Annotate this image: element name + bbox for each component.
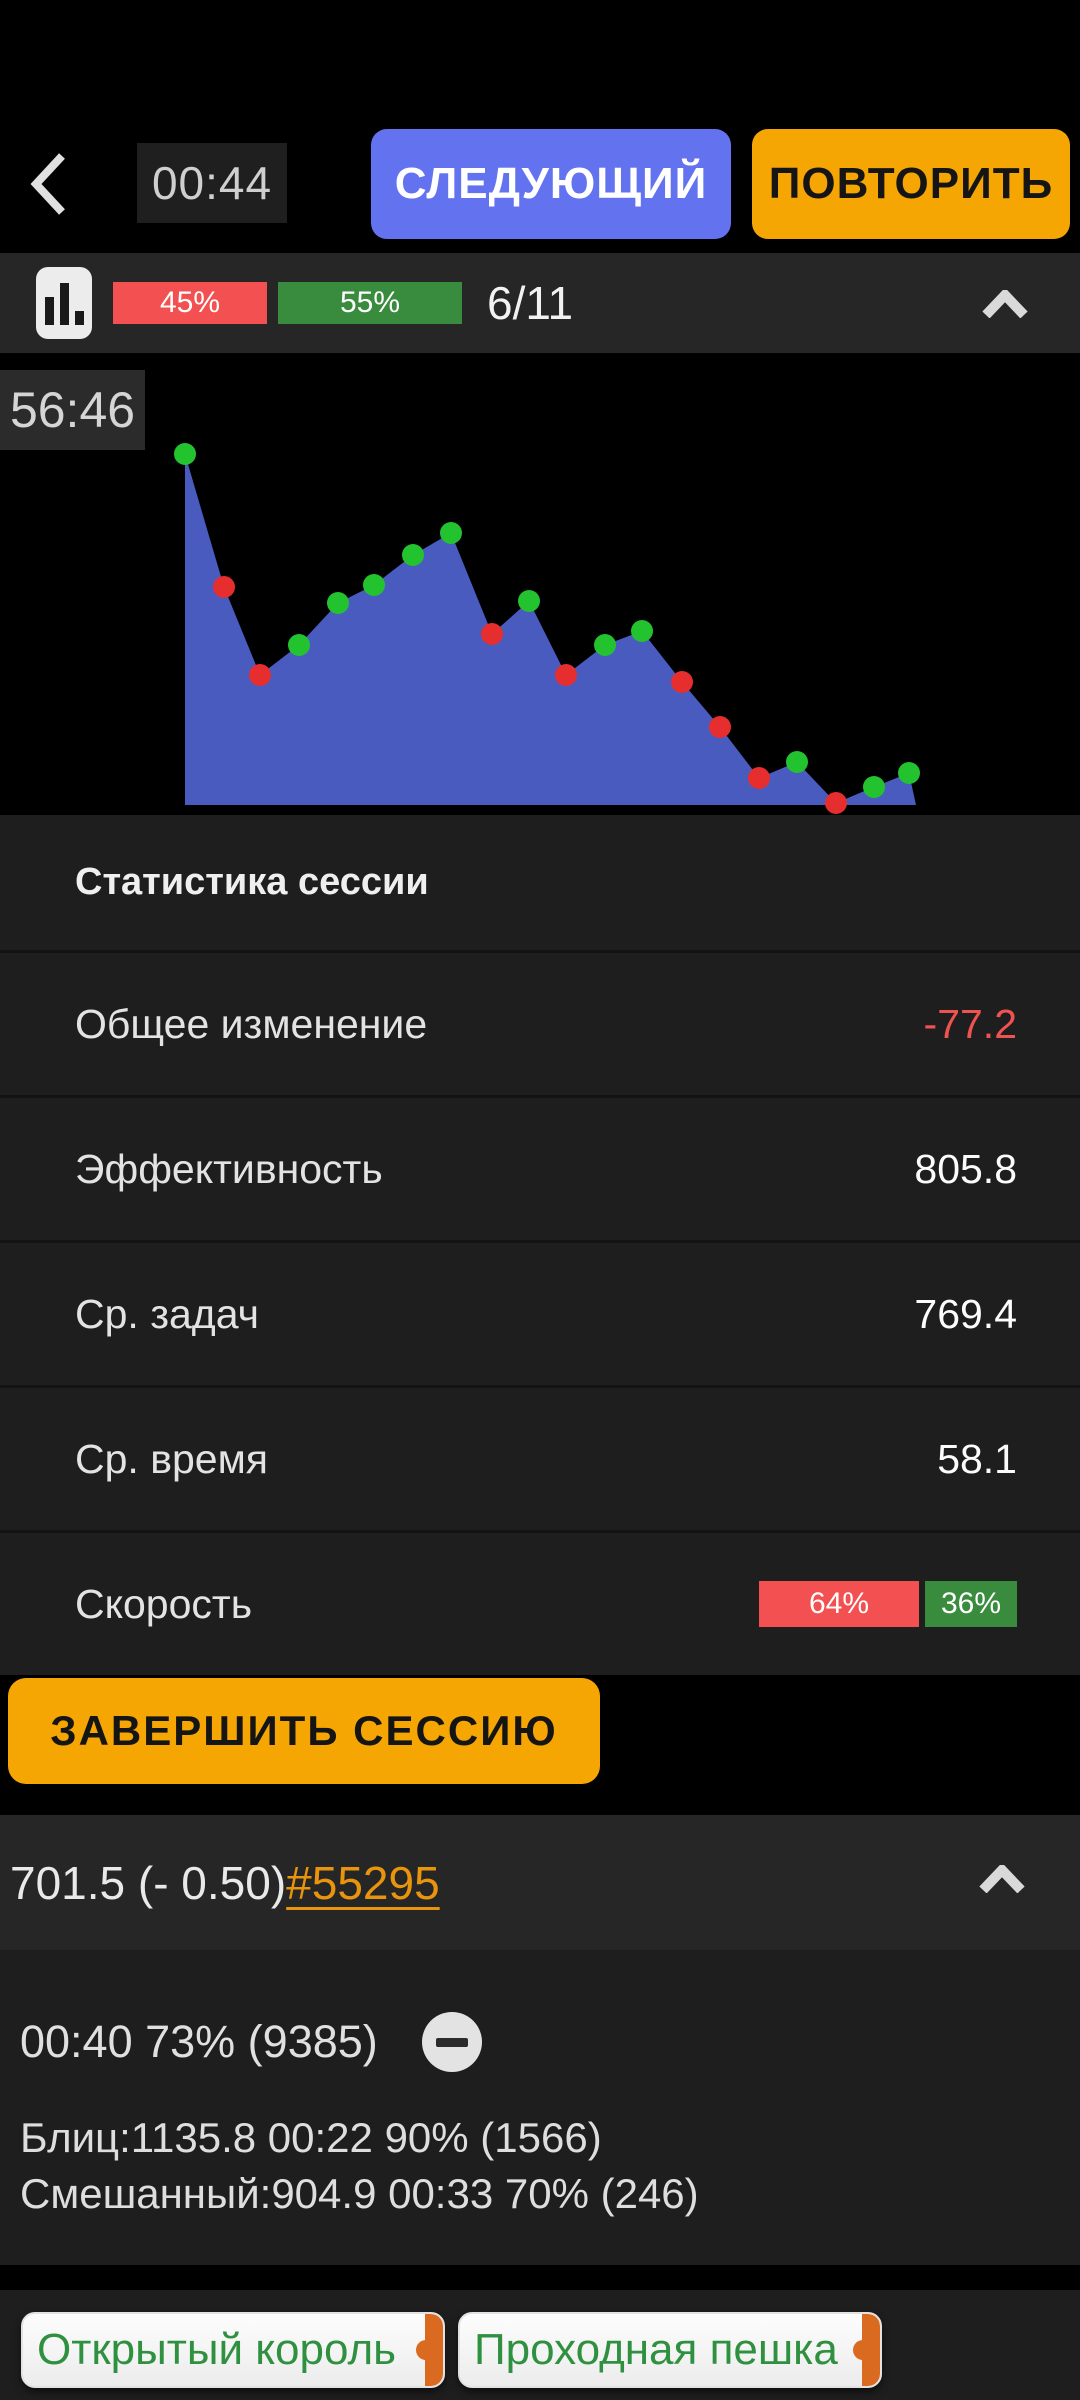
bar-chart-icon-bar xyxy=(44,297,54,325)
chart-point-win xyxy=(863,776,885,798)
chart-point-win xyxy=(174,443,196,465)
puzzle-rating-value: 701.5 (- 0.50) xyxy=(10,1856,287,1909)
puzzle-current-stats: 00:40 73% (9385) xyxy=(20,2016,378,2067)
speed-fail-value: 64% xyxy=(808,1587,870,1620)
chart-area xyxy=(185,454,916,805)
tag-bookmark-icon xyxy=(853,2314,880,2386)
chart-point-win xyxy=(440,522,462,544)
chart-point-fail xyxy=(249,664,271,686)
chevron-up-icon xyxy=(979,1865,1025,1893)
repeat-button-label: ПОВТОРИТЬ xyxy=(768,159,1054,208)
tag-label: Открытый король xyxy=(37,2325,397,2374)
chart-point-fail xyxy=(825,792,847,814)
puzzle-mixed-stats: Смешанный:904.9 00:33 70% (246) xyxy=(20,2170,699,2217)
puzzle-timer: 00:44 xyxy=(137,143,287,223)
chart-point-win xyxy=(363,574,385,596)
speed-percent-bars: 64% 36% xyxy=(759,1581,1017,1627)
session-stats-panel: Статистика сессии Общее изменение -77.2 … xyxy=(0,815,1080,1675)
minus-icon xyxy=(435,2037,468,2047)
puzzle-details-panel: 00:40 73% (9385) Блиц:1135.8 00:22 90% (… xyxy=(0,1950,1080,2265)
stat-value: 58.1 xyxy=(937,1435,1017,1482)
rating-chart-section: 56:46 xyxy=(0,353,1080,815)
back-chevron-icon xyxy=(30,153,65,215)
tag-bookmark-icon xyxy=(416,2314,443,2386)
chart-point-win xyxy=(518,590,540,612)
session-stats-title: Статистика сессии xyxy=(75,861,429,903)
back-button[interactable] xyxy=(24,149,72,219)
collapse-puzzle-button[interactable] xyxy=(979,1865,1025,1893)
stat-value: 769.4 xyxy=(914,1290,1017,1337)
repeat-button[interactable]: ПОВТОРИТЬ xyxy=(752,129,1070,239)
chart-point-win xyxy=(288,634,310,656)
chart-point-fail xyxy=(709,716,731,738)
finish-session-button[interactable]: ЗАВЕРШИТЬ СЕССИЮ xyxy=(8,1678,600,1784)
collapse-stats-button[interactable] xyxy=(982,290,1028,318)
stat-value: 805.8 xyxy=(914,1145,1017,1192)
next-button-label: СЛЕДУЮЩИЙ xyxy=(394,159,708,208)
chart-point-fail xyxy=(481,623,503,645)
puzzle-blitz-stats: Блиц:1135.8 00:22 90% (1566) xyxy=(20,2114,602,2161)
fail-percent-value: 45% xyxy=(159,286,221,319)
speed-win-badge: 36% xyxy=(925,1581,1017,1627)
chart-point-win xyxy=(898,762,920,784)
chart-point-fail xyxy=(213,576,235,598)
stat-label: Общее изменение xyxy=(75,1000,428,1047)
stat-label: Ср. время xyxy=(75,1435,268,1482)
puzzle-id-link[interactable]: #55295 xyxy=(286,1856,440,1909)
stat-row-total-change: Общее изменение -77.2 xyxy=(0,950,1080,1095)
puzzle-rating-header: 701.5 (- 0.50) #55295 xyxy=(0,1815,1080,1950)
puzzle-tags-section: Открытый король Проходная пешка xyxy=(0,2290,1080,2400)
chevron-up-icon xyxy=(982,290,1028,318)
tag-label: Проходная пешка xyxy=(474,2325,838,2374)
chart-point-win xyxy=(402,544,424,566)
fail-percent-badge: 45% xyxy=(113,282,267,324)
chart-point-fail xyxy=(748,767,770,789)
stat-row-speed: Скорость 64% 36% xyxy=(0,1530,1080,1675)
bar-chart-icon[interactable] xyxy=(36,267,92,339)
stat-value: -77.2 xyxy=(923,1000,1017,1047)
bar-chart-icon-bar xyxy=(59,283,69,325)
stat-row-avg-puzzle: Ср. задач 769.4 xyxy=(0,1240,1080,1385)
finish-session-label: ЗАВЕРШИТЬ СЕССИЮ xyxy=(50,1707,558,1754)
stat-row-efficiency: Эффективность 805.8 xyxy=(0,1095,1080,1240)
chart-point-win xyxy=(594,634,616,656)
speed-win-value: 36% xyxy=(940,1587,1002,1620)
session-time-value: 56:46 xyxy=(9,382,136,438)
puzzle-counter-value: 6/11 xyxy=(487,277,574,329)
stat-row-avg-time: Ср. время 58.1 xyxy=(0,1385,1080,1530)
speed-fail-badge: 64% xyxy=(759,1581,919,1627)
win-percent-badge: 55% xyxy=(278,282,462,324)
minus-button[interactable] xyxy=(421,2012,482,2072)
tag-chip-passed-pawn[interactable]: Проходная пешка xyxy=(458,2312,882,2388)
next-button[interactable]: СЛЕДУЮЩИЙ xyxy=(371,129,731,239)
chart-point-fail xyxy=(555,664,577,686)
stat-label: Скорость xyxy=(75,1580,253,1627)
top-bar: 00:44 СЛЕДУЮЩИЙ ПОВТОРИТЬ xyxy=(0,129,1080,239)
win-percent-value: 55% xyxy=(339,286,401,319)
session-chart xyxy=(174,443,920,814)
session-time-chip: 56:46 xyxy=(0,370,145,450)
chart-point-fail xyxy=(671,671,693,693)
tag-chip-open-king[interactable]: Открытый король xyxy=(21,2312,445,2388)
chart-point-win xyxy=(786,751,808,773)
session-progress-row: 45% 55% 6/11 xyxy=(0,253,1080,353)
chart-point-win xyxy=(631,620,653,642)
bar-chart-icon-bar xyxy=(74,311,84,325)
chart-point-win xyxy=(327,592,349,614)
stat-label: Эффективность xyxy=(75,1145,383,1192)
puzzle-timer-value: 00:44 xyxy=(151,157,273,209)
puzzle-counter: 6/11 xyxy=(487,253,573,353)
puzzle-current-stats-row: 00:40 73% (9385) xyxy=(20,1998,1080,2086)
stat-label: Ср. задач xyxy=(75,1290,259,1337)
